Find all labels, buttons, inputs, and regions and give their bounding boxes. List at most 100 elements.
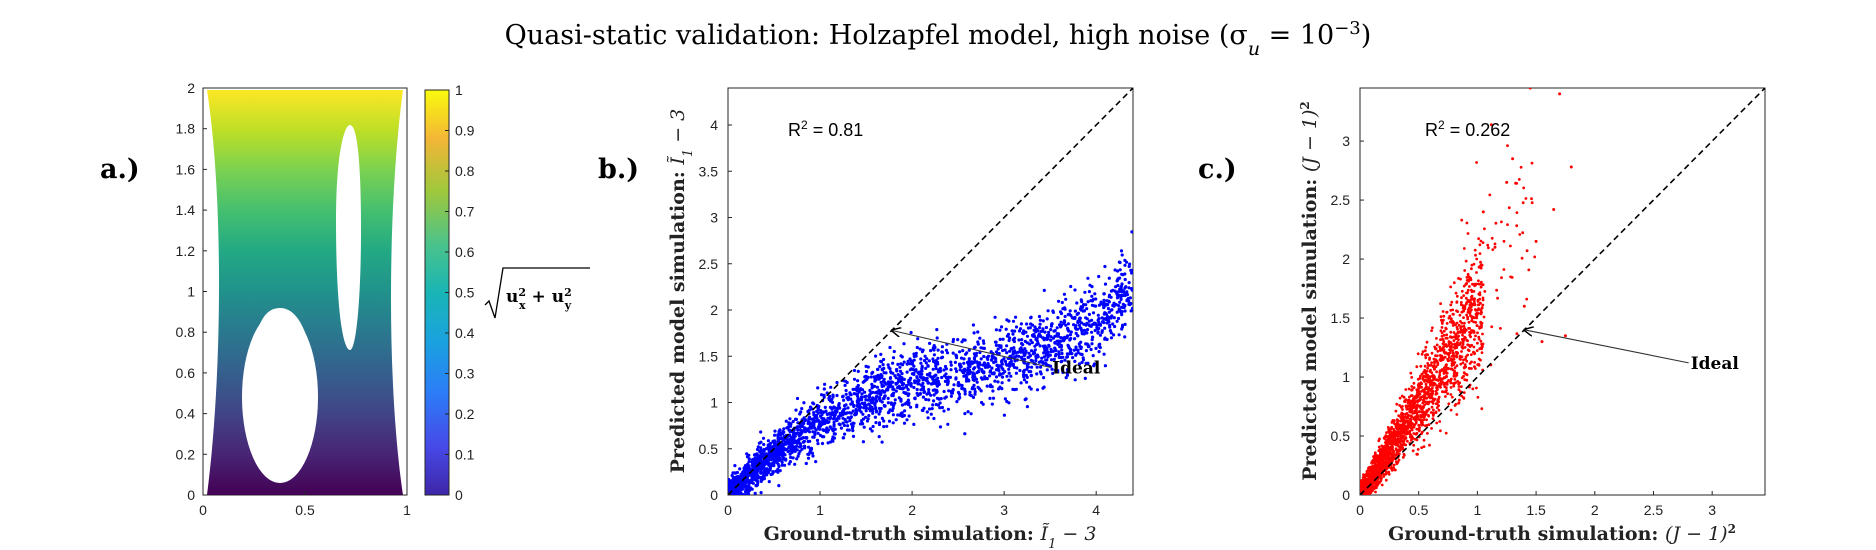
- scatter-point: [1412, 443, 1416, 447]
- scatter-point: [1090, 285, 1094, 289]
- scatter-point: [1458, 357, 1462, 360]
- scatter-point: [1091, 311, 1096, 315]
- scatter-point: [1463, 346, 1467, 349]
- scatter-point: [1467, 320, 1471, 324]
- scatter-point: [1029, 322, 1033, 326]
- scatter-point: [1004, 327, 1008, 331]
- scatter-point: [1465, 359, 1469, 363]
- scatter-point: [1459, 362, 1463, 366]
- scatter-point: [993, 379, 997, 383]
- scatter-point: [1096, 331, 1100, 335]
- scatter-point: [780, 463, 784, 467]
- scatter-point: [916, 337, 920, 341]
- scatter-point: [1430, 361, 1433, 364]
- scatter-point: [1373, 461, 1377, 464]
- scatter-point: [1115, 310, 1119, 314]
- scatter-point: [856, 394, 860, 398]
- scatter-point: [831, 439, 835, 443]
- scatter-point: [1008, 336, 1012, 340]
- scatter-point: [868, 404, 872, 408]
- scatter-point: [1448, 351, 1452, 354]
- scatter-point: [1475, 271, 1478, 274]
- scatter-point: [842, 398, 846, 402]
- scatter-point: [1430, 400, 1434, 403]
- scatter-point: [750, 487, 754, 491]
- scatter-point: [1421, 375, 1425, 379]
- scatter-point: [834, 418, 838, 422]
- ytick-label: 2: [710, 302, 718, 318]
- scatter-point: [1398, 430, 1402, 434]
- scatter-point: [925, 373, 930, 377]
- scatter-point: [1033, 344, 1037, 348]
- scatter-point: [963, 367, 967, 371]
- scatter-point: [961, 371, 965, 375]
- scatter-point: [855, 385, 859, 389]
- scatter-point: [996, 347, 1000, 351]
- scatter-point: [1127, 264, 1131, 269]
- scatter-point: [973, 392, 977, 396]
- scatter-point: [1478, 293, 1482, 297]
- scatter-point: [821, 410, 826, 414]
- scatter-point: [1091, 335, 1095, 339]
- ytick-label: 1: [710, 395, 718, 411]
- scatter-point: [1473, 338, 1476, 341]
- scatter-point: [909, 384, 913, 388]
- scatter-point: [1086, 276, 1090, 280]
- scatter-point: [733, 492, 738, 495]
- scatter-point: [1020, 357, 1024, 361]
- scatter-point: [1003, 397, 1008, 401]
- scatter-point: [1487, 246, 1490, 250]
- scatter-point: [1059, 320, 1063, 324]
- scatter-point: [1051, 371, 1055, 375]
- scatter-point: [1087, 290, 1091, 294]
- scatter-point: [1399, 425, 1403, 429]
- scatter-point: [763, 470, 767, 475]
- scatter-point: [1365, 492, 1369, 495]
- scatter-point: [1070, 352, 1074, 356]
- scatter-point: [1479, 339, 1483, 343]
- scatter-point: [1439, 379, 1443, 382]
- scatter-point: [1473, 308, 1477, 311]
- scatter-point: [864, 374, 868, 378]
- scatter-point: [1426, 387, 1430, 391]
- scatter-point: [1005, 363, 1009, 367]
- scatter-point: [1085, 321, 1089, 325]
- scatter-point: [1464, 259, 1468, 263]
- scatter-point: [1024, 330, 1028, 334]
- scatter-point: [1089, 299, 1093, 303]
- scatter-point: [1057, 299, 1061, 303]
- scatter-point: [1493, 242, 1497, 246]
- scatter-point: [1401, 428, 1404, 432]
- scatter-point: [975, 371, 979, 375]
- scatter-point: [845, 411, 850, 415]
- scatter-point: [1118, 268, 1122, 272]
- scatter-point: [1067, 352, 1071, 356]
- scatter-point: [1416, 393, 1419, 397]
- scatter-point: [1422, 390, 1426, 394]
- scatter-point: [756, 445, 760, 449]
- scatter-point: [1000, 375, 1005, 379]
- scatter-point: [1012, 339, 1017, 344]
- scatter-point: [1453, 342, 1457, 346]
- scatter-point: [1402, 440, 1406, 443]
- scatter-point: [1025, 341, 1029, 345]
- scatter-point: [1073, 309, 1077, 313]
- scatter-point: [939, 397, 943, 401]
- scatter-point: [1396, 460, 1400, 464]
- scatter-point: [832, 428, 836, 432]
- scatter-point: [1500, 276, 1503, 280]
- scatter-point: [1065, 355, 1070, 359]
- scatter-point: [1042, 351, 1046, 355]
- colorbar-tick-label: 0.4: [455, 325, 475, 341]
- scatter-point: [1120, 305, 1124, 309]
- scatter-point: [935, 388, 939, 392]
- scatter-point: [1453, 366, 1457, 370]
- scatter-point: [1049, 338, 1053, 342]
- scatter-point: [862, 425, 866, 429]
- scatter-point: [969, 394, 973, 398]
- scatter-point: [963, 389, 967, 393]
- scatter-point: [1465, 378, 1469, 382]
- scatter-point: [1429, 411, 1433, 414]
- scatter-point: [1424, 382, 1428, 386]
- scatter-point: [823, 421, 827, 426]
